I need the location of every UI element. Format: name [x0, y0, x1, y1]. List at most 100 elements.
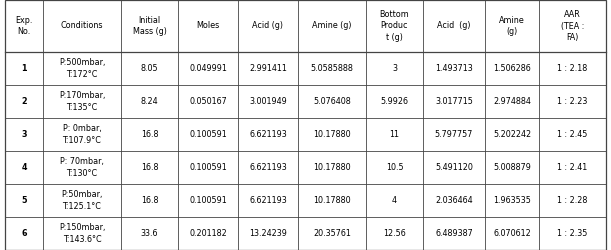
- Bar: [238, 0, 298, 52]
- Text: P: 0mbar,
T:107.9°C: P: 0mbar, T:107.9°C: [62, 124, 101, 144]
- Text: P:150mbar,
T:143.6°C: P:150mbar, T:143.6°C: [59, 224, 105, 244]
- Text: 1.493713: 1.493713: [435, 64, 473, 73]
- Bar: [539, 184, 606, 217]
- Text: Amine
(g): Amine (g): [499, 16, 525, 36]
- Text: P:50mbar,
T:125.1°C: P:50mbar, T:125.1°C: [61, 190, 103, 210]
- Bar: [121, 217, 178, 250]
- Text: 6.621193: 6.621193: [249, 196, 287, 205]
- Bar: [5, 0, 43, 52]
- Bar: [178, 151, 238, 184]
- Text: 1 : 2.35: 1 : 2.35: [557, 229, 588, 238]
- Bar: [366, 217, 423, 250]
- Text: P:170mbar,
T:135°C: P:170mbar, T:135°C: [59, 92, 105, 112]
- Bar: [121, 52, 178, 85]
- Text: 10.17880: 10.17880: [313, 196, 351, 205]
- Bar: [298, 0, 366, 52]
- Bar: [485, 52, 539, 85]
- Bar: [298, 52, 366, 85]
- Bar: [485, 118, 539, 151]
- Text: 8.24: 8.24: [141, 97, 158, 106]
- Text: 4: 4: [392, 196, 397, 205]
- Text: 1 : 2.23: 1 : 2.23: [557, 97, 588, 106]
- Bar: [366, 0, 423, 52]
- Bar: [423, 184, 485, 217]
- Bar: [238, 52, 298, 85]
- Bar: [238, 184, 298, 217]
- Bar: [539, 0, 606, 52]
- Bar: [121, 118, 178, 151]
- Text: 5.797757: 5.797757: [435, 130, 473, 139]
- Text: 0.201182: 0.201182: [189, 229, 227, 238]
- Text: 6.070612: 6.070612: [493, 229, 531, 238]
- Bar: [298, 217, 366, 250]
- Text: 2.974884: 2.974884: [493, 97, 531, 106]
- Text: 16.8: 16.8: [141, 163, 158, 172]
- Bar: [366, 52, 423, 85]
- Bar: [485, 0, 539, 52]
- Bar: [5, 85, 43, 118]
- Text: 5.9926: 5.9926: [381, 97, 409, 106]
- Text: 10.5: 10.5: [386, 163, 403, 172]
- Text: 10.17880: 10.17880: [313, 163, 351, 172]
- Bar: [121, 0, 178, 52]
- Bar: [178, 85, 238, 118]
- Bar: [539, 85, 606, 118]
- Bar: [238, 118, 298, 151]
- Text: 3: 3: [21, 130, 27, 139]
- Bar: [366, 184, 423, 217]
- Bar: [43, 52, 121, 85]
- Bar: [366, 85, 423, 118]
- Bar: [5, 184, 43, 217]
- Bar: [423, 0, 485, 52]
- Text: 2: 2: [21, 97, 27, 106]
- Text: 13.24239: 13.24239: [249, 229, 287, 238]
- Text: Acid (g): Acid (g): [252, 22, 284, 30]
- Text: 33.6: 33.6: [141, 229, 158, 238]
- Text: Conditions: Conditions: [60, 22, 103, 30]
- Text: 5.008879: 5.008879: [493, 163, 531, 172]
- Text: 1 : 2.41: 1 : 2.41: [557, 163, 588, 172]
- Text: 0.049991: 0.049991: [189, 64, 227, 73]
- Bar: [423, 85, 485, 118]
- Bar: [298, 118, 366, 151]
- Bar: [5, 151, 43, 184]
- Text: 12.56: 12.56: [383, 229, 406, 238]
- Bar: [298, 184, 366, 217]
- Text: 16.8: 16.8: [141, 196, 158, 205]
- Text: Amine (g): Amine (g): [312, 22, 352, 30]
- Bar: [539, 52, 606, 85]
- Text: 10.17880: 10.17880: [313, 130, 351, 139]
- Text: AAR
(TEA :
FA): AAR (TEA : FA): [561, 10, 584, 42]
- Bar: [178, 184, 238, 217]
- Text: 11: 11: [389, 130, 400, 139]
- Text: 1.963535: 1.963535: [493, 196, 531, 205]
- Text: 5: 5: [21, 196, 27, 205]
- Bar: [423, 52, 485, 85]
- Text: 1: 1: [21, 64, 27, 73]
- Bar: [485, 151, 539, 184]
- Text: 5.491120: 5.491120: [435, 163, 473, 172]
- Bar: [366, 151, 423, 184]
- Bar: [43, 118, 121, 151]
- Text: P: 70mbar,
T:130°C: P: 70mbar, T:130°C: [60, 158, 104, 178]
- Bar: [43, 151, 121, 184]
- Bar: [423, 118, 485, 151]
- Bar: [539, 151, 606, 184]
- Text: 6.621193: 6.621193: [249, 130, 287, 139]
- Text: 0.050167: 0.050167: [189, 97, 227, 106]
- Bar: [5, 217, 43, 250]
- Text: Exp.
No.: Exp. No.: [15, 16, 32, 36]
- Bar: [238, 151, 298, 184]
- Bar: [121, 85, 178, 118]
- Text: 4: 4: [21, 163, 27, 172]
- Bar: [238, 85, 298, 118]
- Text: 0.100591: 0.100591: [189, 163, 227, 172]
- Bar: [485, 184, 539, 217]
- Bar: [121, 184, 178, 217]
- Text: 1 : 2.45: 1 : 2.45: [557, 130, 588, 139]
- Text: P:500mbar,
T:172°C: P:500mbar, T:172°C: [59, 58, 105, 78]
- Bar: [485, 85, 539, 118]
- Text: 1 : 2.28: 1 : 2.28: [557, 196, 588, 205]
- Bar: [43, 217, 121, 250]
- Bar: [121, 151, 178, 184]
